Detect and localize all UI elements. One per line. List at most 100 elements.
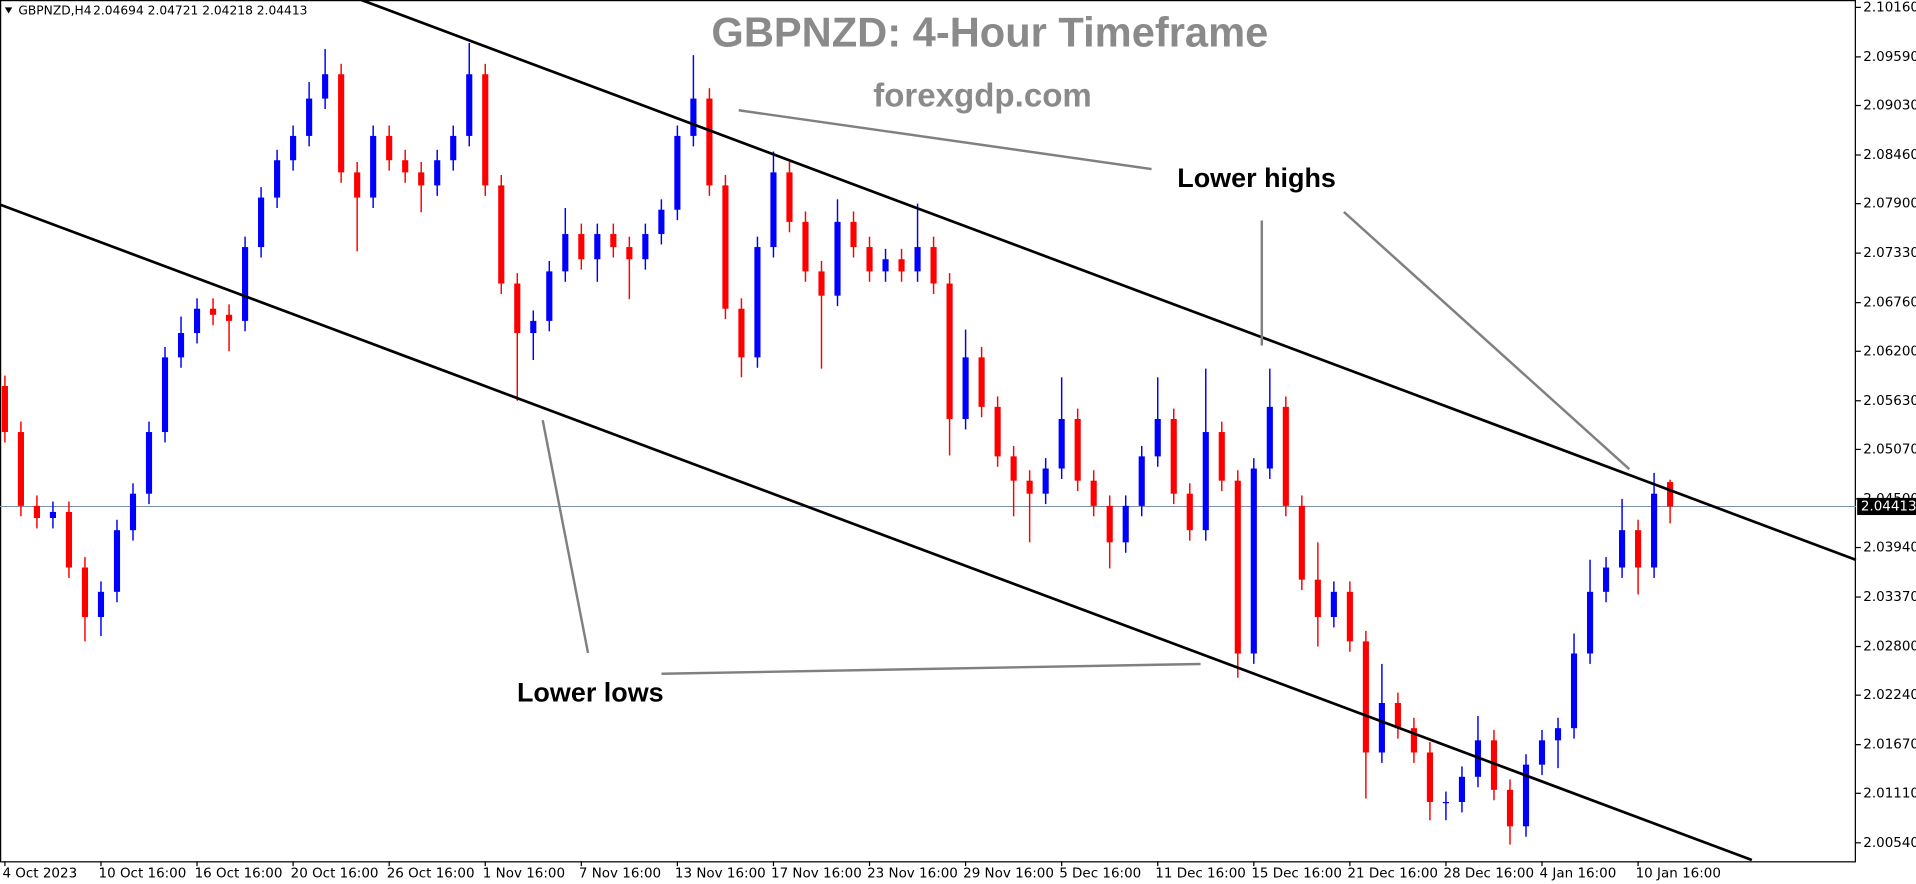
y-tick-label: 2.00540	[1863, 835, 1916, 851]
y-tick-label: 2.10160	[1863, 0, 1916, 15]
candle-body	[226, 314, 233, 321]
candle-body	[674, 135, 681, 210]
candle-body	[1266, 406, 1273, 469]
candle-body	[370, 135, 377, 198]
x-tick-label: 20 Oct 16:00	[291, 865, 379, 881]
candle-body	[834, 221, 841, 296]
candle-body	[1651, 493, 1658, 568]
trend-line	[0, 203, 1753, 862]
candle-body	[1490, 740, 1498, 790]
candle-body	[498, 185, 505, 284]
candle-body	[1378, 702, 1385, 753]
y-tick-label: 2.08460	[1863, 147, 1916, 163]
candle-body	[1667, 482, 1674, 507]
x-tick-label: 5 Dec 16:00	[1059, 865, 1141, 881]
candle-body	[1042, 468, 1049, 494]
candle-body	[866, 247, 873, 272]
candle-body	[1635, 530, 1642, 568]
x-tick-label: 21 Dec 16:00	[1347, 865, 1438, 881]
candle-body	[786, 172, 793, 222]
x-tick-label: 26 Oct 16:00	[387, 865, 475, 881]
candle-body	[65, 511, 73, 568]
candle-body	[466, 74, 473, 136]
candle-body	[818, 271, 825, 296]
candle-body	[738, 308, 745, 358]
y-tick-label: 2.01670	[1863, 737, 1916, 753]
candle-body	[690, 98, 697, 136]
candle-body	[1298, 505, 1305, 580]
candle-body	[658, 209, 665, 235]
chart-title: GBPNZD: 4-Hour Timeframe	[711, 9, 1268, 56]
pointer-line	[738, 109, 1152, 171]
candle-body	[1058, 419, 1065, 469]
candle-body	[1554, 728, 1562, 741]
y-tick-label: 2.09030	[1863, 98, 1916, 114]
candle-body	[129, 493, 137, 531]
candle-body	[113, 530, 121, 592]
y-tick-label: 2.01110	[1863, 785, 1916, 801]
candle-body	[946, 283, 953, 420]
candle-body	[1138, 456, 1145, 506]
candle-body	[914, 247, 921, 272]
ohlc-label: 2.04694 2.04721 2.04218 2.04413	[93, 4, 307, 18]
candle-body	[193, 308, 201, 334]
candle-body	[1010, 456, 1017, 481]
current-price-label: 2.04413	[1861, 498, 1916, 514]
plot-frame	[0, 0, 1856, 863]
x-tick-label: 7 Nov 16:00	[579, 865, 661, 881]
candle-body	[642, 234, 649, 260]
candle-body	[722, 185, 729, 309]
candle-body	[33, 505, 40, 519]
candle-body	[177, 333, 185, 358]
candle-body	[930, 247, 937, 284]
x-tick-label: 28 Dec 16:00	[1443, 865, 1534, 881]
candle-body	[17, 432, 24, 506]
candle-body	[386, 135, 393, 161]
candle-body	[1522, 764, 1530, 827]
candle-body	[1458, 776, 1466, 802]
candle-body	[1282, 406, 1289, 506]
pointer-line	[661, 662, 1201, 676]
candle-body	[1234, 480, 1241, 654]
candle-body	[161, 357, 169, 433]
candle-body	[962, 357, 969, 420]
x-tick-label: 1 Nov 16:00	[483, 865, 565, 881]
candle-body	[306, 98, 313, 136]
candle-body	[514, 283, 521, 334]
candle-body	[1090, 480, 1097, 506]
candle-body	[1074, 419, 1081, 481]
candle-body	[49, 511, 57, 519]
pointer-line	[1343, 211, 1631, 471]
current-price-tag	[1857, 497, 1916, 516]
x-tick-label: 10 Oct 16:00	[99, 865, 187, 881]
y-tick-label: 2.07330	[1863, 245, 1916, 261]
candle-body	[1170, 419, 1177, 494]
candle-body	[1202, 432, 1209, 531]
candle-body	[1186, 493, 1193, 531]
candle-body	[1250, 468, 1257, 654]
candle-body	[338, 74, 345, 173]
candle-body	[1122, 505, 1129, 543]
candle-body	[578, 234, 585, 260]
candle-body	[1026, 480, 1033, 494]
candle-body	[1619, 530, 1626, 568]
candle-body	[145, 432, 153, 494]
candle-body	[802, 221, 809, 272]
candle-body	[1410, 728, 1417, 753]
y-tick-label: 2.09590	[1863, 49, 1916, 65]
candle-body	[1154, 419, 1161, 457]
y-tick-label: 2.03940	[1863, 540, 1916, 556]
candle-body	[1586, 591, 1594, 654]
x-tick-label: 15 Dec 16:00	[1251, 865, 1342, 881]
candle-body	[1394, 702, 1401, 729]
candle-body	[402, 160, 409, 173]
candle-body	[562, 234, 569, 272]
x-tick-label: 23 Nov 16:00	[867, 865, 958, 881]
annotation: Lower lows	[517, 678, 664, 708]
candle-body	[1538, 740, 1546, 765]
candle-body	[274, 160, 281, 198]
candle-body	[418, 172, 425, 186]
candle-body	[97, 591, 105, 618]
candle-body	[1362, 641, 1369, 753]
